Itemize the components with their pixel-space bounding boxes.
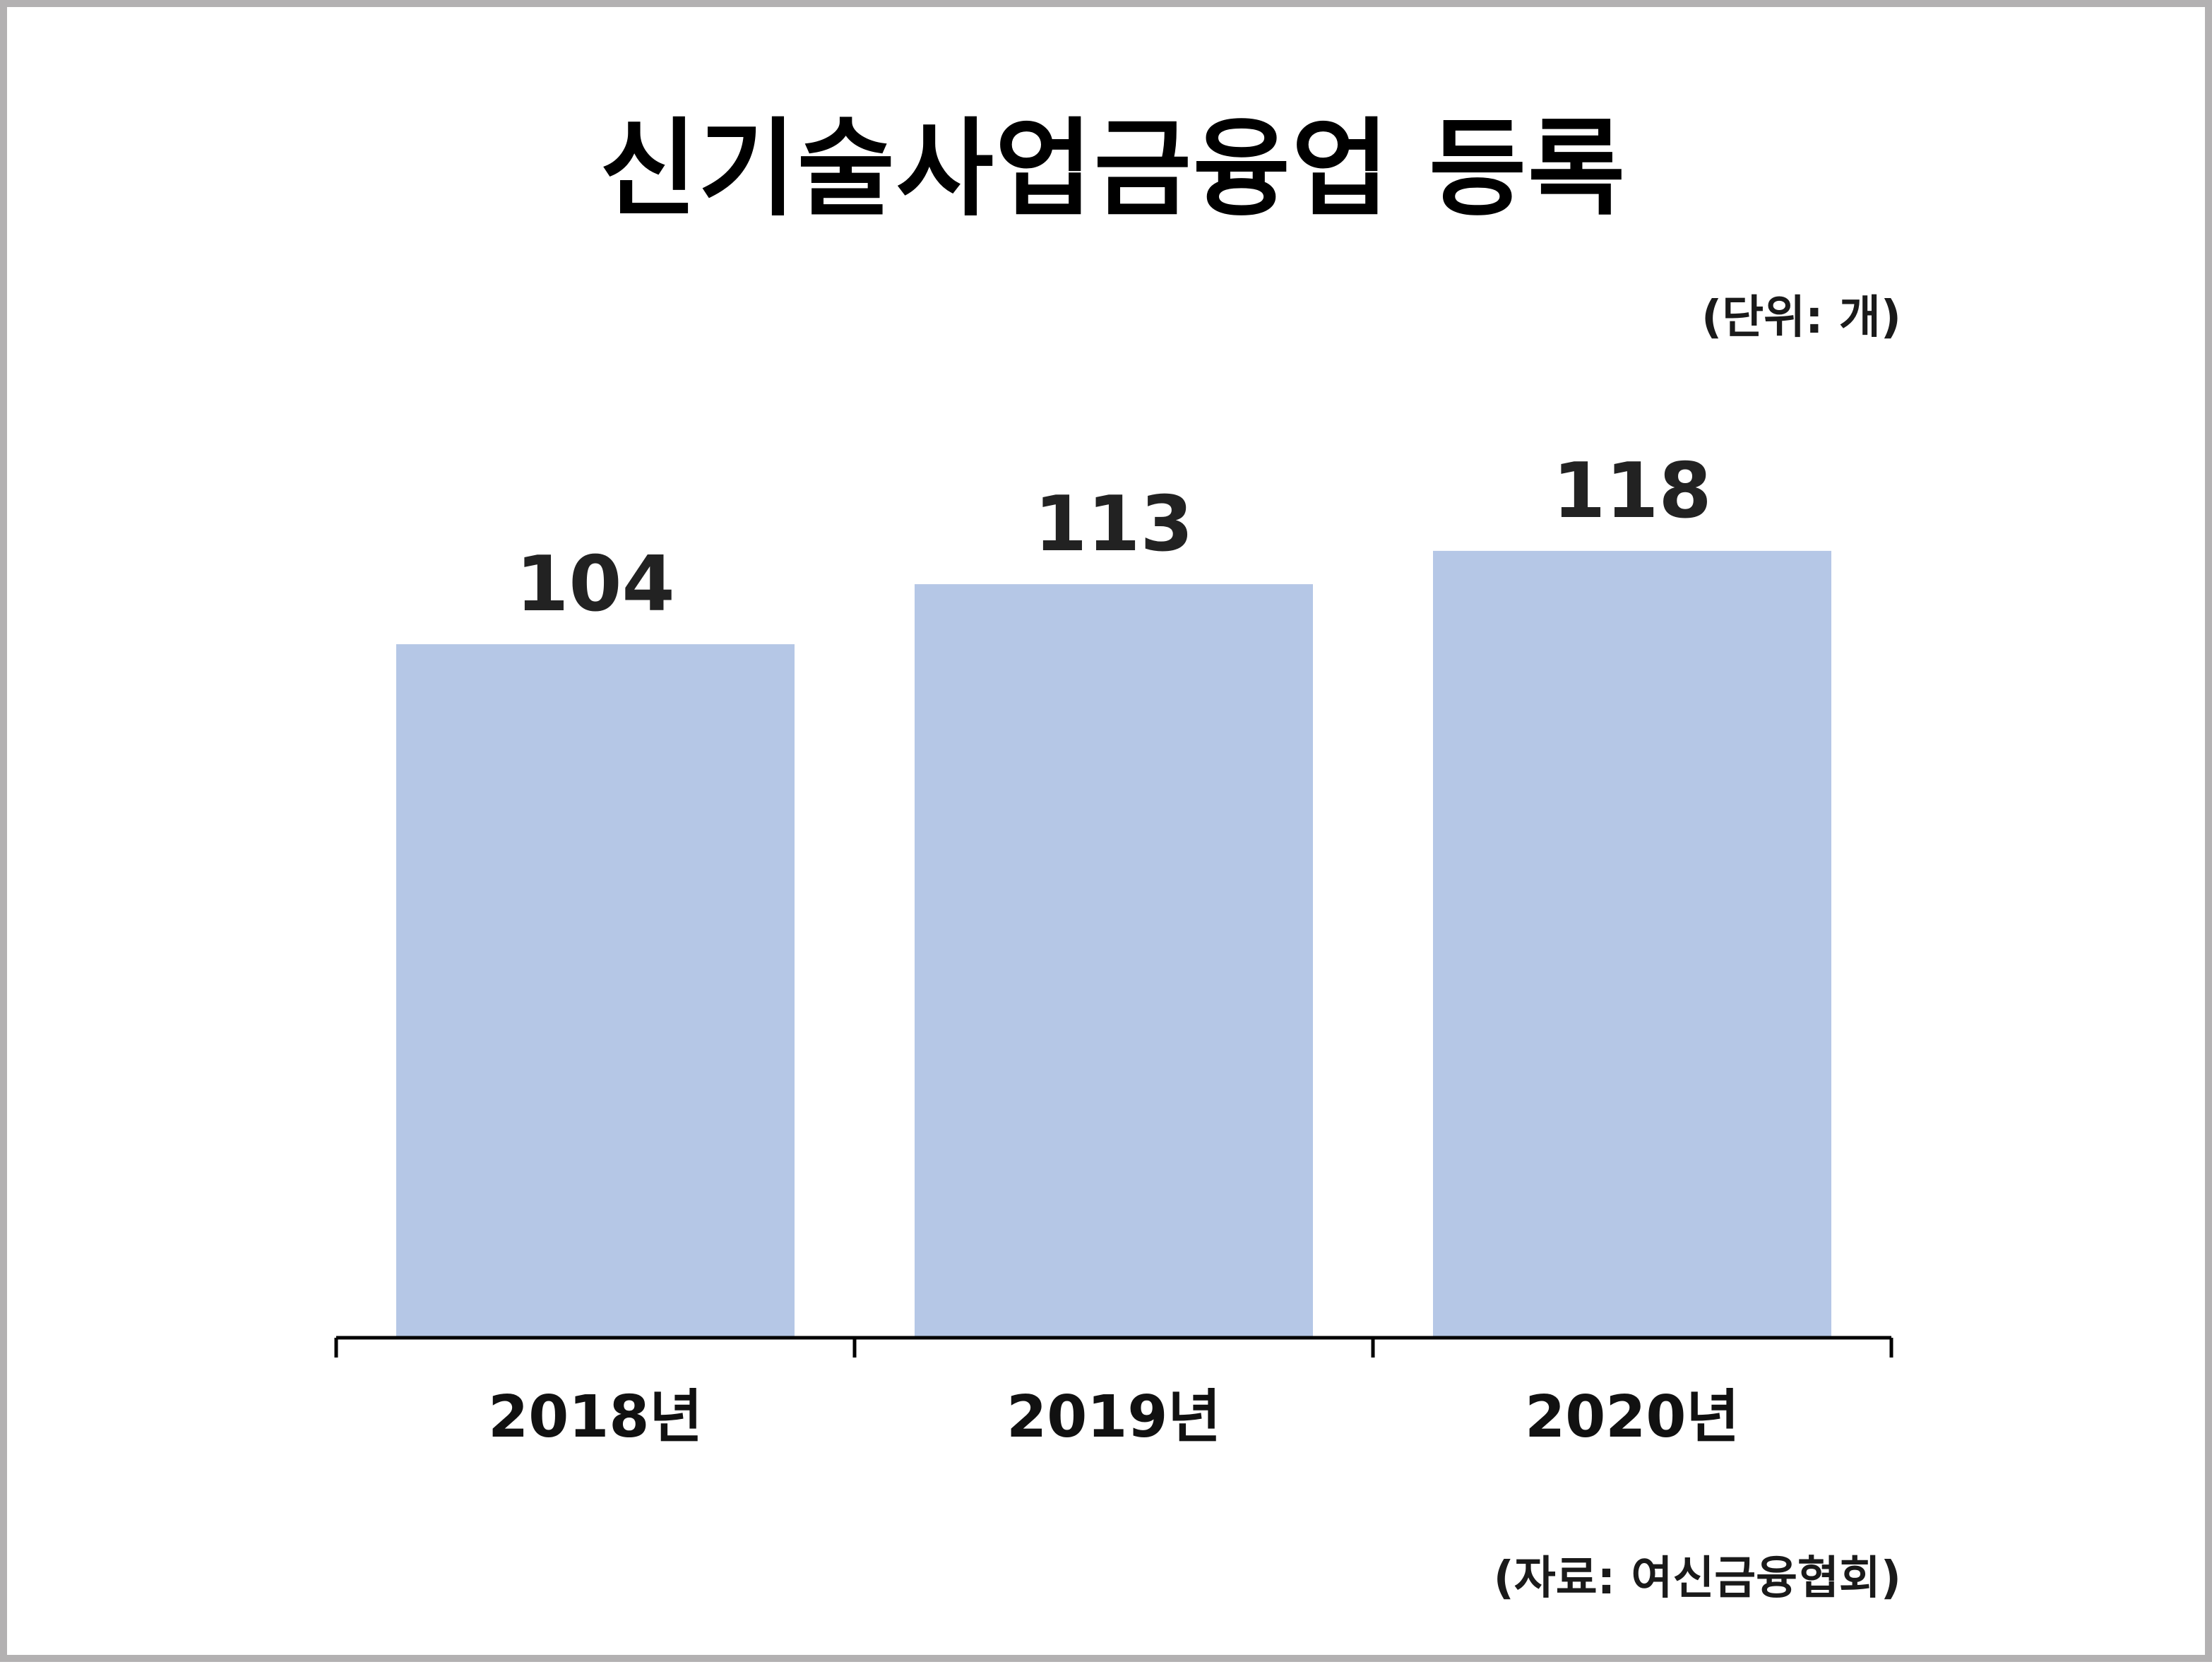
bar-value-label-1: 113 [1034,480,1193,569]
x-tick-label-0: 2018년 [488,1384,703,1451]
source-label: (자료: 여신금융협회) [1493,1552,1901,1605]
bar-value-label-0: 104 [516,540,674,629]
bar-value-label-2: 118 [1552,447,1711,535]
bar-1 [915,584,1313,1338]
x-tick-label-1: 2019년 [1006,1384,1221,1451]
chart-title: 신기술사업금융업 등록 [599,108,1627,231]
x-tick-label-2: 2020년 [1525,1384,1740,1451]
unit-label: (단위: 개) [1701,292,1901,344]
bar-2 [1433,550,1831,1338]
bar-chart: 104 2018년 113 2019년 118 2020년 [334,447,1893,1451]
bar-0 [396,644,795,1338]
